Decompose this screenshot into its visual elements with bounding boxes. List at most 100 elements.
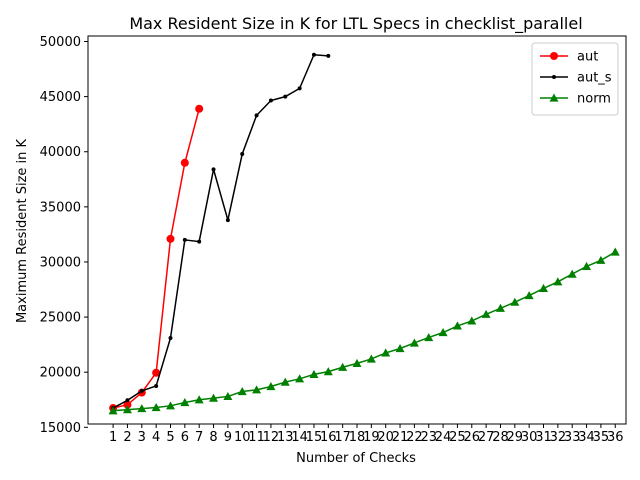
- legend-label: norm: [577, 92, 611, 107]
- legend-marker: [550, 52, 558, 60]
- data-point: [510, 297, 520, 306]
- data-point: [524, 291, 534, 300]
- data-point: [567, 269, 577, 278]
- data-point: [467, 316, 477, 325]
- data-point: [180, 158, 189, 167]
- data-point: [297, 86, 302, 91]
- x-tick-label: 30: [521, 430, 538, 445]
- data-point: [424, 332, 434, 342]
- data-point: [209, 393, 219, 402]
- x-tick-label: 23: [420, 430, 437, 445]
- x-tick-label: 35: [593, 430, 610, 445]
- x-tick-label: 15: [306, 430, 323, 445]
- legend-entry: aut: [540, 50, 598, 65]
- data-point: [610, 247, 620, 256]
- y-tick-label: 20000: [40, 366, 81, 381]
- x-tick-label: 14: [291, 430, 308, 445]
- x-tick-label: 1: [109, 430, 117, 445]
- data-point: [122, 405, 132, 414]
- x-tick-label: 24: [435, 430, 452, 445]
- data-point: [123, 400, 132, 409]
- legend-label: aut: [577, 50, 598, 65]
- data-point: [553, 277, 563, 286]
- x-tick-label: 26: [463, 430, 480, 445]
- x-tick-label: 3: [138, 430, 146, 445]
- x-tick-label: 13: [277, 430, 294, 445]
- x-tick-label: 31: [535, 430, 552, 445]
- x-tick-label: 21: [392, 430, 409, 445]
- legend-entry: aut_s: [540, 71, 612, 86]
- data-point: [240, 151, 245, 156]
- data-point: [352, 358, 362, 367]
- data-point: [311, 52, 316, 57]
- x-tick-label: 36: [607, 430, 624, 445]
- data-point: [152, 368, 161, 377]
- x-tick-label: 8: [209, 430, 217, 445]
- x-tick-label: 19: [363, 430, 380, 445]
- data-point: [151, 402, 161, 412]
- y-axis: 15000 20000 25000 30000 35000 40000 45000 50000: [40, 35, 88, 436]
- data-point: [266, 382, 276, 391]
- data-point: [166, 234, 175, 243]
- data-point: [237, 386, 247, 396]
- x-tick-label: 17: [334, 430, 351, 445]
- x-tick-label: 2: [123, 430, 131, 445]
- data-point: [225, 218, 230, 223]
- data-point: [295, 374, 305, 383]
- x-tick-label: 12: [263, 430, 280, 445]
- data-point: [195, 104, 204, 113]
- x-tick-label: 5: [166, 430, 174, 445]
- data-point: [381, 348, 391, 357]
- x-tick-label: 11: [248, 430, 265, 445]
- data-point: [452, 321, 462, 330]
- x-tick-label: 9: [224, 430, 232, 445]
- data-point: [108, 406, 118, 415]
- data-point: [323, 367, 333, 376]
- data-point: [582, 261, 592, 270]
- series-aut-s: [111, 52, 331, 411]
- legend-entry: norm: [540, 92, 611, 107]
- data-point: [268, 98, 273, 103]
- x-tick-label: 10: [234, 430, 251, 445]
- data-point: [154, 383, 159, 388]
- data-point: [395, 343, 405, 353]
- data-point: [252, 385, 262, 394]
- data-point: [194, 395, 204, 404]
- y-tick-label: 40000: [40, 145, 81, 160]
- data-point: [211, 167, 216, 172]
- y-tick-label: 25000: [40, 311, 81, 326]
- data-point: [596, 255, 606, 264]
- data-point: [326, 53, 331, 58]
- y-tick-label: 45000: [40, 90, 81, 105]
- data-point: [338, 362, 348, 371]
- x-tick-label: 28: [492, 430, 509, 445]
- data-point: [438, 328, 448, 337]
- y-tick-label: 50000: [40, 35, 81, 50]
- x-tick-label: 34: [578, 430, 595, 445]
- data-point: [125, 398, 130, 403]
- x-tick-label: 6: [181, 430, 189, 445]
- data-point: [366, 354, 376, 363]
- y-tick-label: 30000: [40, 255, 81, 270]
- x-axis-label: Number of Checks: [296, 451, 416, 466]
- data-point: [223, 391, 233, 401]
- data-point: [495, 303, 505, 312]
- y-tick-label: 35000: [40, 200, 81, 215]
- x-tick-label: 33: [564, 430, 581, 445]
- data-point: [165, 401, 175, 410]
- x-axis: 1 2 3 4 5 6 7 8 9 1011121314151617181920212223242…: [109, 424, 624, 445]
- legend-marker: [552, 75, 556, 79]
- y-axis-label: Maximum Resident Size in K: [15, 139, 30, 324]
- x-tick-label: 25: [449, 430, 466, 445]
- data-point: [409, 338, 419, 347]
- legend-label: aut_s: [577, 71, 612, 86]
- x-tick-label: 20: [377, 430, 394, 445]
- data-point: [254, 113, 259, 118]
- x-tick-label: 32: [550, 430, 567, 445]
- x-tick-label: 27: [478, 430, 495, 445]
- data-point: [481, 309, 491, 318]
- legend-marker: [549, 93, 559, 102]
- x-tick-label: 29: [507, 430, 524, 445]
